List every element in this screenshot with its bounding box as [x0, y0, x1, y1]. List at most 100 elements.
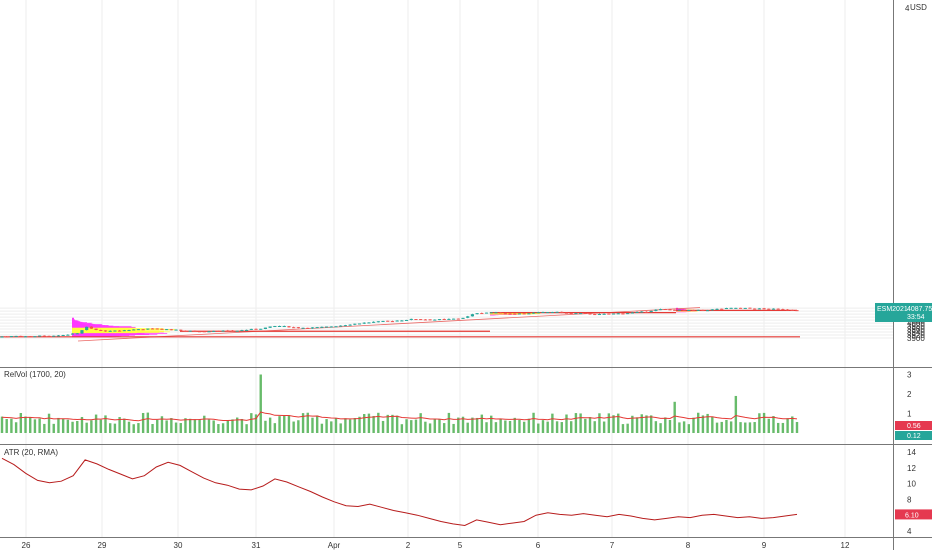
candle-body: [762, 308, 766, 310]
relvol-bar: [433, 419, 436, 433]
relvol-bar: [781, 422, 785, 433]
candle-body: [80, 330, 84, 334]
relvol-bar: [85, 422, 88, 433]
relvol-bar: [494, 422, 498, 433]
relvol-bar: [268, 417, 272, 433]
candle-body: [499, 312, 503, 314]
relvol-bar: [588, 417, 592, 433]
candle-body: [423, 319, 427, 321]
candle-body: [691, 310, 696, 312]
relvol-bar: [14, 422, 18, 433]
candle-body: [292, 327, 296, 329]
candle-body: [795, 310, 799, 312]
time-tick-label: 31: [252, 541, 261, 550]
candle-body: [310, 327, 315, 329]
candle-body: [630, 312, 634, 314]
relvol-bar: [250, 413, 253, 433]
candle-body: [52, 335, 56, 337]
relvol-bar: [452, 423, 455, 433]
candle-body: [334, 326, 338, 328]
countdown-label: 33:54: [907, 314, 925, 321]
relvol-bar: [682, 421, 686, 433]
relvol-bar: [381, 420, 385, 433]
candle-body: [5, 336, 9, 338]
relvol-bar: [405, 419, 408, 433]
relvol-bar: [513, 417, 516, 433]
relvol-bar: [419, 413, 422, 433]
atr-pane[interactable]: [0, 445, 893, 537]
candle-body: [127, 330, 131, 332]
candle-body: [616, 313, 620, 315]
candle-body: [150, 328, 155, 330]
relvol-bar: [311, 417, 314, 433]
relvol-bar: [692, 417, 695, 433]
candle-body: [531, 312, 536, 314]
relvol-bar: [635, 417, 639, 433]
trend-line[interactable]: [77, 307, 701, 342]
relvol-bar: [645, 415, 648, 433]
candle-body: [654, 309, 658, 311]
last-price-tag: [875, 302, 932, 322]
candle-body: [720, 308, 724, 310]
candle-body: [706, 310, 710, 312]
relvol-bar: [537, 423, 540, 433]
candle-body: [555, 311, 559, 313]
candle-body: [442, 318, 446, 320]
candle-body: [640, 311, 644, 313]
candle-body: [259, 328, 263, 330]
relvol-bar: [207, 419, 211, 433]
relvol-bar: [66, 419, 70, 433]
candle-body: [748, 307, 752, 309]
candle-body: [353, 323, 357, 325]
candle-body: [546, 312, 550, 314]
candle-body: [202, 331, 206, 333]
relvol-bar: [776, 422, 780, 433]
symbol-tag-label: ESM2021: [877, 306, 908, 313]
time-axis[interactable]: 26 29 30 31 Apr 2 5 6 7 8 9 12: [22, 541, 850, 550]
candle-body: [400, 320, 404, 322]
relvol-bar: [532, 412, 535, 433]
price-tick-label: 3960: [907, 325, 925, 334]
relvol-bar: [363, 414, 366, 433]
relvol-bar: [602, 421, 606, 433]
candle-body: [136, 329, 141, 331]
relvol-bar: [438, 419, 441, 433]
relvol-bar: [475, 417, 479, 433]
candle-body: [94, 328, 98, 330]
relvol-bar: [19, 412, 23, 433]
relvol-bar: [715, 422, 719, 433]
relvol-bar: [174, 422, 178, 433]
relvol-bar: [504, 420, 507, 433]
price-tick-label: 4000: [907, 319, 925, 328]
price-pane[interactable]: [0, 0, 893, 367]
relvol-bar: [697, 412, 700, 433]
relvol-bar: [607, 413, 611, 433]
candle-body: [47, 335, 51, 337]
relvol-bar: [748, 422, 752, 433]
relvol-tick-label: 3: [907, 371, 912, 380]
candle-body: [522, 313, 526, 315]
relvol-bar: [104, 415, 107, 433]
relvol-bar: [377, 412, 380, 433]
candle-body: [541, 312, 545, 314]
relvol-bar: [306, 412, 309, 433]
candle-body: [85, 326, 89, 331]
candle-body: [174, 329, 178, 331]
relvol-bar: [254, 414, 258, 433]
relvol-bar: [762, 412, 766, 433]
candle-body: [179, 329, 183, 331]
relvol-bar: [508, 420, 512, 433]
candle-body: [240, 330, 244, 332]
candle-body: [23, 336, 28, 338]
candle-body: [710, 309, 714, 311]
relvol-bar: [5, 419, 8, 433]
candle-body: [588, 313, 592, 315]
candle-body: [574, 313, 578, 315]
candle-body: [103, 330, 108, 332]
relvol-bar: [795, 421, 799, 433]
candle-body: [593, 314, 597, 316]
candle-body: [414, 319, 418, 321]
price-axis[interactable]: 3900392039403960398040004020404040604080…: [907, 304, 925, 536]
